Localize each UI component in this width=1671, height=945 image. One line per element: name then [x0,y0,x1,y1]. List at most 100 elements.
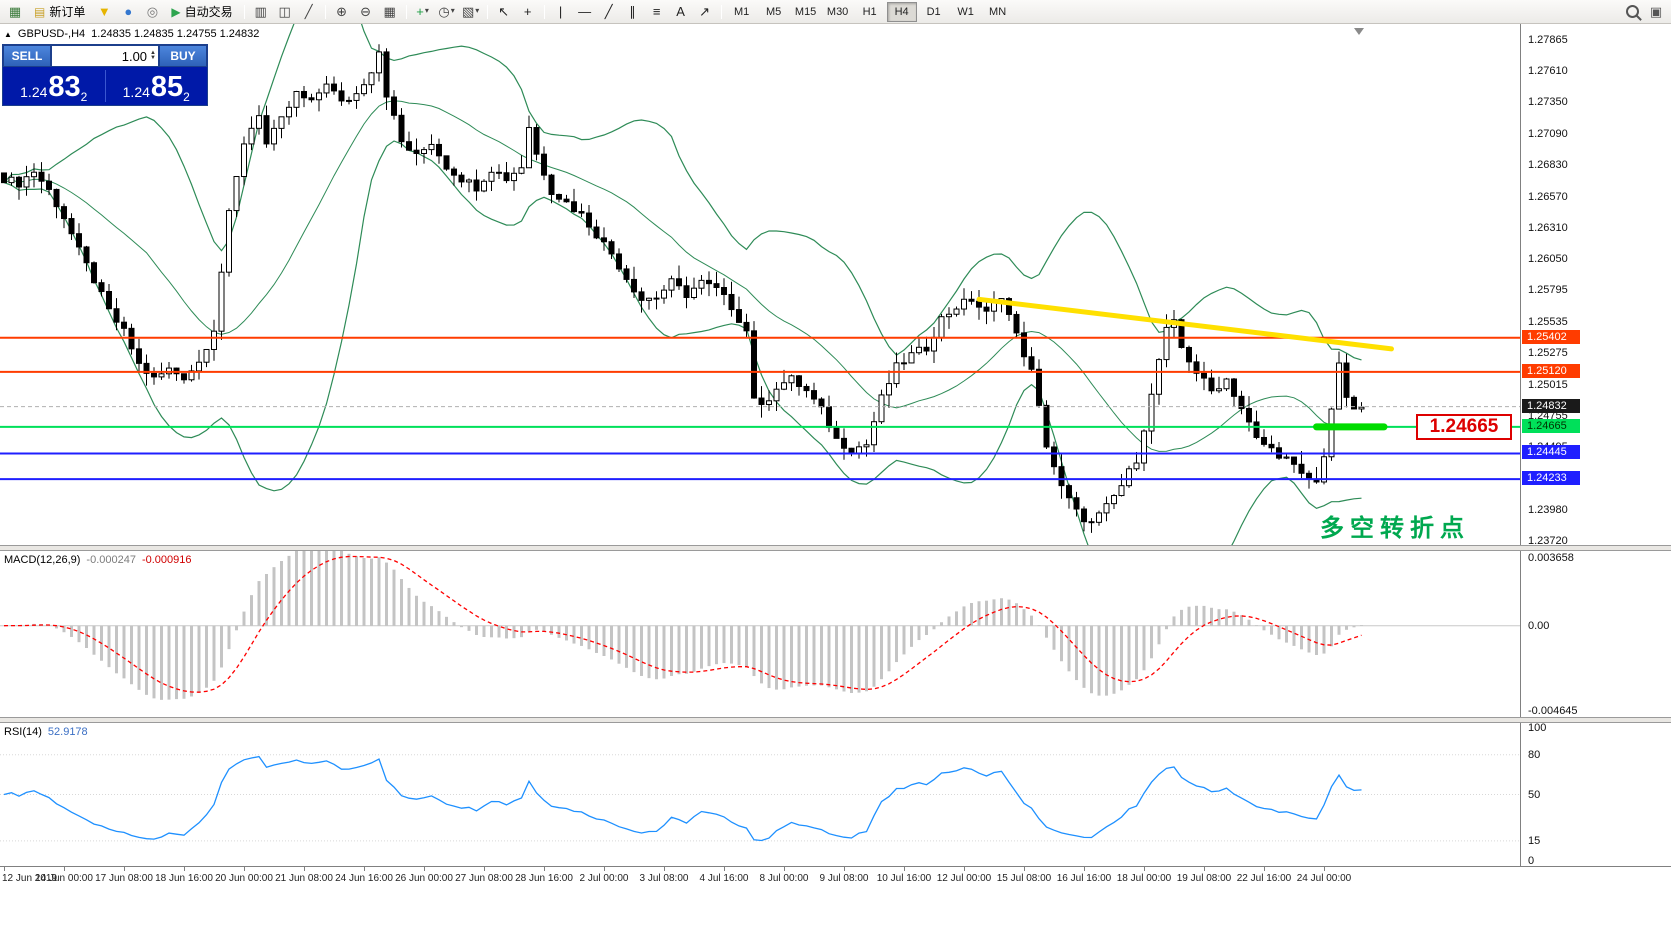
price-chart-canvas[interactable] [0,24,1520,545]
trade-panel-prices: 1.24 83 2 1.24 85 2 [3,67,207,105]
price-tick: 1.26310 [1528,221,1568,234]
rsi-value: 52.9178 [47,726,88,738]
new-window-icon[interactable]: ▣ [1649,4,1663,19]
time-axis-tick [1324,867,1325,871]
rsi-scale-label: 0 [1528,854,1535,867]
time-axis-tick [4,867,5,871]
auto-trading-button[interactable]: ▶ 自动交易 [164,1,239,23]
time-axis-label: 3 Jul 08:00 [639,873,689,884]
new-order-button-label: 新订单 [49,5,86,20]
chart-symbol-period: GBPUSD-,H4 [17,28,86,40]
toolbar-separator [405,4,407,19]
price-tag: 1.24233 [1522,471,1580,486]
time-axis-tick [1264,867,1265,871]
sell-price-sup: 2 [80,90,88,104]
bar-chart-icon[interactable]: ▥ [254,3,267,19]
chart-template-icon[interactable]: ▧ ▾ [461,3,480,19]
time-axis-label: 28 Jun 16:00 [515,873,573,884]
indicators-icon[interactable]: + ▾ [416,3,429,19]
time-axis-tick [1024,867,1025,871]
chart-ohlc: 1.24835 1.24835 1.24755 1.24832 [91,28,260,40]
search-icon[interactable] [1620,1,1644,23]
sell-button[interactable]: SELL [3,45,51,67]
time-axis-label: 10 Jul 16:00 [876,873,932,884]
time-axis-label: 19 Jul 08:00 [1176,873,1232,884]
price-tick: 1.26050 [1528,253,1568,266]
tf-M30[interactable]: M30 [826,5,849,18]
toolbar-separator [720,4,722,19]
rsi-scale-label: 15 [1528,834,1541,847]
tf-M1[interactable]: M1 [733,5,750,18]
price-tick: 1.23980 [1528,503,1568,516]
new-order-button[interactable]: ▤ 新订单 [27,1,92,23]
rsi-title: RSI(14) [4,726,42,738]
buy-button[interactable]: BUY [159,45,207,67]
tf-W1[interactable]: W1 [957,5,974,18]
timeframe-toolbar: M1 M5 M15 M30 H1 H4 D1 W1 MN [726,1,1014,22]
price-callout[interactable]: 1.24665 [1416,414,1512,440]
tf-H4[interactable]: H4 [886,1,917,22]
market-watch-icon[interactable]: ● [124,3,133,19]
toolbar-separator [543,4,545,19]
trade-panel-divider [104,70,106,102]
volume-value: 1.00 [121,48,148,64]
time-axis[interactable]: 12 Jun 2019 14 Jun 00:00 17 Jun 08:00 18 Ju… [0,866,1671,893]
new-chart-icon[interactable]: ▦ [8,3,22,19]
candle-chart-icon[interactable]: ◫ [278,3,291,19]
tile-windows-icon[interactable]: ▦ [383,3,396,19]
magnifier-glyph [1625,5,1639,18]
time-axis-label: 26 Jun 00:00 [395,873,453,884]
macd-header: MACD(12,26,9) -0.000247 -0.000916 [4,554,192,566]
trendline-icon[interactable]: ╱ [604,3,613,19]
price-tick: 1.25275 [1528,347,1568,360]
buy-price-sup: 2 [183,90,190,104]
volume-spinner[interactable]: ▲ ▼ [150,50,156,61]
vertical-line-icon[interactable]: | [558,3,563,19]
text-icon[interactable]: A [676,3,685,19]
horizontal-line-icon[interactable]: — [578,3,592,19]
time-axis-tick [964,867,965,871]
macd-value-1: -0.000247 [86,554,136,566]
panel-separator[interactable] [0,545,1671,551]
volume-field[interactable]: 1.00 ▲ ▼ [51,45,159,67]
pivot-annotation[interactable]: 多空转折点 [1320,515,1470,542]
rsi-canvas[interactable] [0,723,1520,866]
time-axis-label: 4 Jul 16:00 [699,873,749,884]
time-axis-tick [64,867,65,871]
time-axis-label: 27 Jun 08:00 [455,873,513,884]
arrows-icon[interactable]: ↗ [699,3,711,19]
chart-shift-marker[interactable] [1354,28,1364,35]
price-tag: 1.24832 [1522,398,1580,413]
favorites-icon[interactable]: ▼ [97,3,111,19]
rsi-scale-label: 100 [1528,722,1547,735]
time-axis-tick [664,867,665,871]
macd-title: MACD(12,26,9) [4,554,81,566]
tf-M15[interactable]: M15 [794,5,817,18]
new-order-icon: ▤ [34,4,46,19]
line-chart-icon[interactable]: ╱ [304,3,313,19]
macd-canvas[interactable] [0,551,1520,717]
tf-MN[interactable]: MN [989,5,1007,18]
time-axis-label: 21 Jun 08:00 [275,873,333,884]
time-axis-tick [244,867,245,871]
fibonacci-icon[interactable]: ≡ [652,3,661,19]
tf-H1[interactable]: H1 [862,5,877,18]
periods-icon[interactable]: ◷ ▾ [438,3,455,19]
crosshair-icon[interactable]: + [523,3,532,19]
tf-D1[interactable]: D1 [926,5,941,18]
zoom-out-icon[interactable]: ⊖ [360,3,372,19]
time-axis-tick [364,867,365,871]
toolbar-left-group: ▦ ▤ 新订单 ▼ ● ◎ ▶ 自动交易 ▥ ◫ ╱ ⊕ ⊖ ▦ + ▾ ◷ ▾ ▧ ▾ ↖ + | — ╱ ∥ ≡ A ↗ [3,0,726,23]
panel-separator[interactable] [0,717,1671,723]
channel-icon[interactable]: ∥ [629,3,636,19]
data-window-icon[interactable]: ◎ [146,3,159,19]
price-scale[interactable]: 1.27865 1.27610 1.27350 1.27090 1.26830 1.265… [1520,24,1671,890]
auto-trading-button-label: 自动交易 [184,5,233,20]
price-tag: 1.25120 [1522,363,1580,378]
zoom-in-icon[interactable]: ⊕ [336,3,348,19]
cursor-icon[interactable]: ↖ [498,3,510,19]
tf-M5[interactable]: M5 [765,5,782,18]
price-tick: 1.26830 [1528,159,1568,172]
time-axis-label: 18 Jun 16:00 [155,873,213,884]
time-axis-label: 24 Jul 00:00 [1296,873,1352,884]
